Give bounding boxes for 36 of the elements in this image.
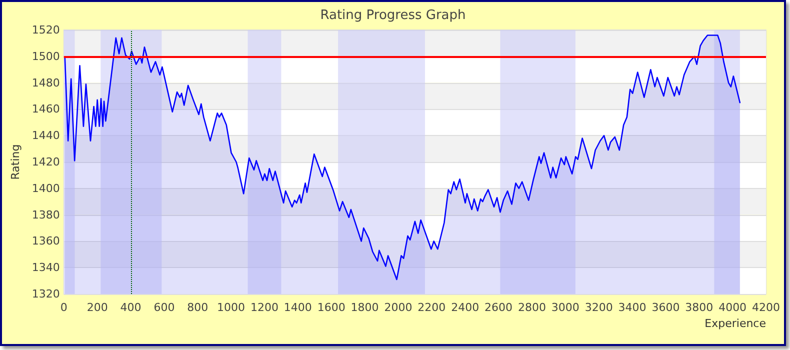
x-tick-label: 3800 xyxy=(685,301,714,314)
x-tick-label: 3200 xyxy=(584,301,613,314)
y-tick-label: 1460 xyxy=(32,102,60,116)
x-tick-label: 1200 xyxy=(250,301,278,314)
y-tick-label: 1320 xyxy=(32,288,60,300)
x-tick-label: 3400 xyxy=(618,301,646,314)
y-tick-label: 1480 xyxy=(32,76,60,90)
y-tick-label: 1500 xyxy=(32,50,60,63)
x-tick-label: 2200 xyxy=(418,301,446,314)
y-tick-label: 1380 xyxy=(32,208,60,222)
x-tick-label: 1400 xyxy=(284,301,312,314)
x-tick-label: 0 xyxy=(60,301,68,314)
x-tick-label: 4200 xyxy=(752,301,780,314)
x-tick-label: 600 xyxy=(154,301,175,314)
x-tick-label: 2400 xyxy=(451,301,480,314)
y-tick-label: 1400 xyxy=(32,182,60,195)
x-tick-label: 400 xyxy=(120,301,142,314)
x-axis-title: Experience xyxy=(704,317,766,330)
y-tick-label: 1360 xyxy=(32,234,60,248)
x-tick-label: 3600 xyxy=(652,301,680,314)
y-tick-label: 1420 xyxy=(32,156,60,168)
x-tick-label: 200 xyxy=(86,301,108,314)
x-tick-label: 4000 xyxy=(718,301,747,314)
x-tick-label: 2600 xyxy=(484,301,513,314)
x-tick-label: 2000 xyxy=(384,301,412,314)
x-tick-label: 2800 xyxy=(518,301,546,314)
y-tick-label: 1440 xyxy=(32,129,60,142)
x-tick-label: 3000 xyxy=(551,301,580,314)
y-axis-title: Rating xyxy=(9,144,22,180)
chart-title: Rating Progress Graph xyxy=(320,8,466,23)
x-tick-label: 1000 xyxy=(217,301,246,314)
x-tick-label: 800 xyxy=(187,301,208,314)
y-tick-label: 1340 xyxy=(32,261,60,274)
x-tick-label: 1800 xyxy=(350,301,379,314)
x-tick-label: 1600 xyxy=(317,301,346,314)
y-tick-label: 1520 xyxy=(32,24,60,36)
